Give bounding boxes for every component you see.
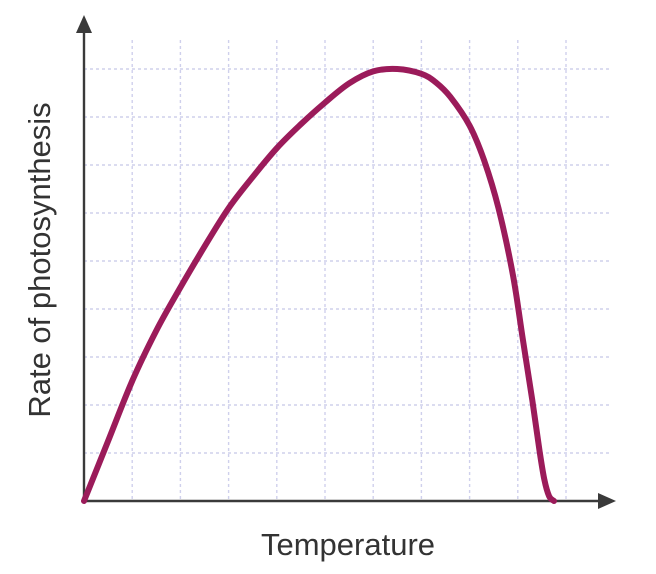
grid	[84, 40, 612, 501]
x-axis-label: Temperature	[261, 527, 435, 562]
x-axis-arrow	[598, 493, 616, 509]
series	[81, 65, 557, 504]
y-axis-arrow	[76, 15, 92, 33]
axes	[76, 15, 616, 509]
y-axis-label: Rate of photosynthesis	[22, 102, 57, 417]
series-line-0	[81, 65, 557, 504]
